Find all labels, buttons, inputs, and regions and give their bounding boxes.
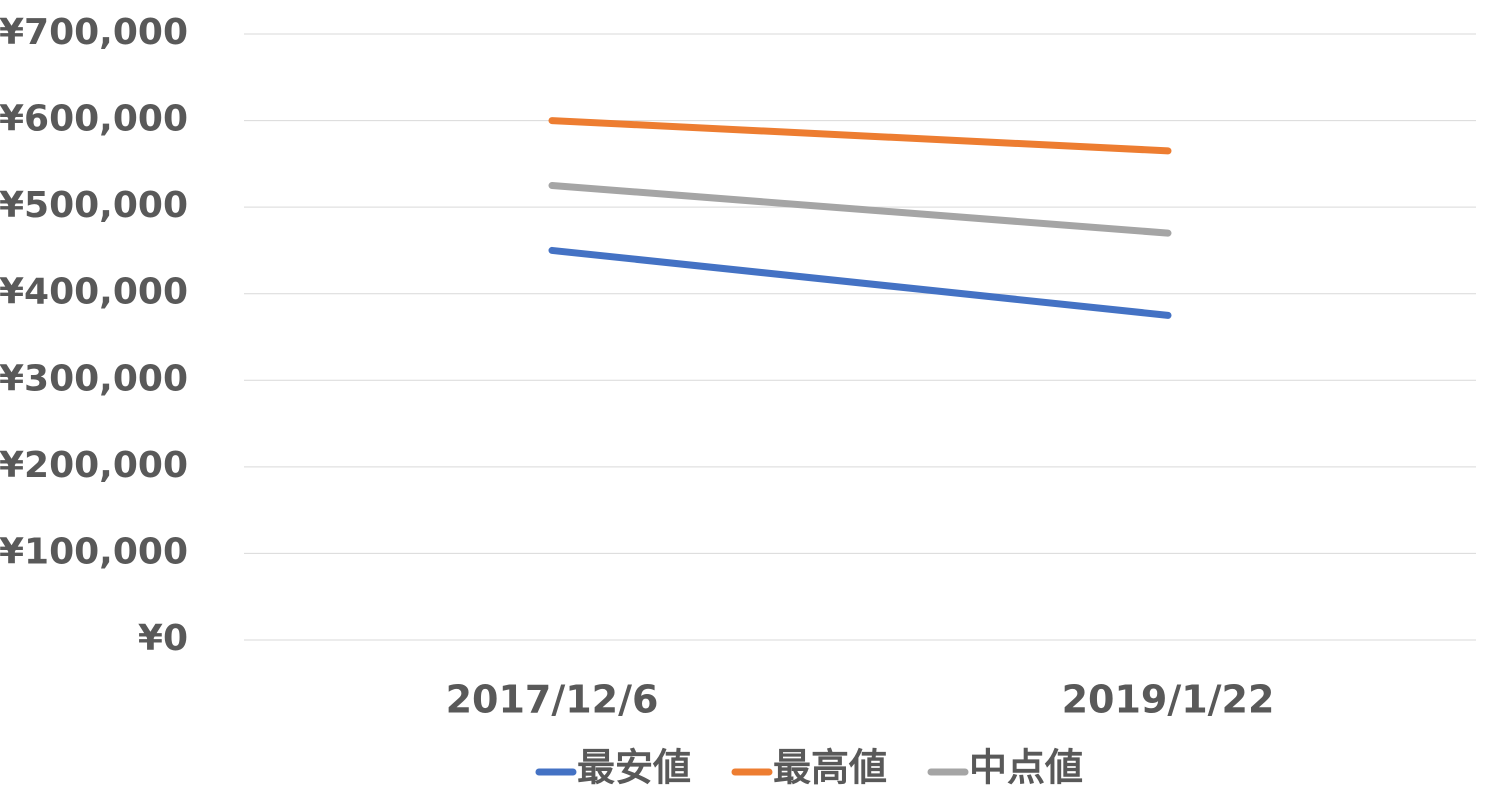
series-line <box>548 182 1172 237</box>
y-tick-label: ¥0 <box>138 618 188 659</box>
series-line <box>548 117 1172 155</box>
legend-label: 中点値 <box>969 746 1083 790</box>
x-tick-label: 2017/12/6 <box>446 678 659 722</box>
legend-label: 最安値 <box>577 746 691 790</box>
y-tick-label: ¥300,000 <box>0 358 188 399</box>
y-tick-label: ¥700,000 <box>0 12 188 53</box>
y-tick-label: ¥500,000 <box>0 185 188 226</box>
series-line <box>548 246 1172 319</box>
y-tick-label: ¥400,000 <box>0 272 188 313</box>
y-tick-label: ¥200,000 <box>0 445 188 486</box>
y-tick-label: ¥600,000 <box>0 99 188 140</box>
y-tick-label: ¥100,000 <box>0 531 188 572</box>
x-tick-label: 2019/1/22 <box>1062 678 1275 722</box>
legend-label: 最高値 <box>773 746 887 790</box>
